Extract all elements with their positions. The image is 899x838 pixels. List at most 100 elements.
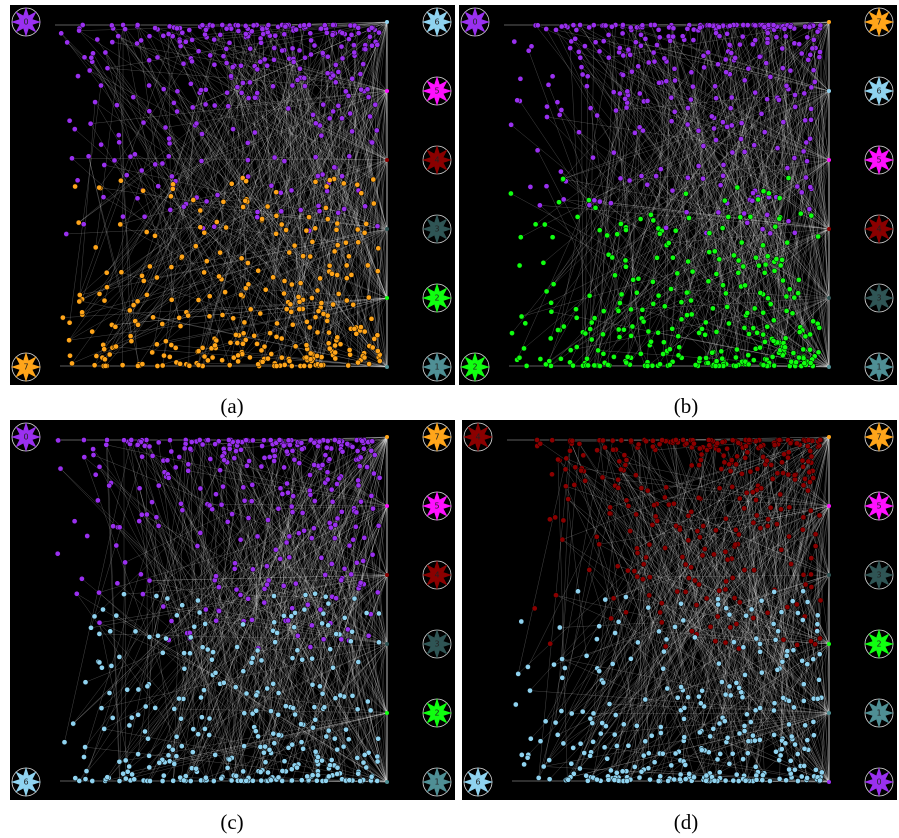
node-dot [622,257,629,264]
node-dot [618,466,624,473]
node-dot [692,577,698,584]
edge [650,24,739,261]
node-dot [717,182,724,189]
node-dot [521,761,527,768]
node-dot [696,462,702,468]
node-dot [80,221,87,228]
node-dot [591,197,598,204]
node-dot [595,347,601,354]
node-dot [736,730,743,737]
node-dot [738,120,745,126]
node-dot [518,618,525,625]
node-dot [196,609,203,616]
anchor-dot [385,296,389,300]
edge [528,50,646,366]
node-dot [702,319,709,326]
node-dot [154,54,161,61]
node-dot [176,454,183,460]
node-dot [743,443,749,450]
node-dot [775,628,781,635]
node-dot [623,104,630,111]
node-dot [805,458,812,465]
node-dot [690,26,697,33]
edge [573,24,830,230]
node-dot [170,777,177,784]
node-dot [628,655,634,662]
edge [535,28,795,225]
node-dot [814,612,821,619]
node-dot [272,546,279,553]
node-dot [620,22,626,28]
node-dot [596,541,602,548]
node-dot [658,619,665,626]
edge [91,57,210,317]
node-dot [528,43,535,50]
edge [590,108,621,304]
edge [789,90,830,367]
edge [672,159,830,191]
node-dot [259,26,266,33]
node-dot [155,632,161,639]
node-dot [668,118,675,125]
star-node: 2 [460,352,490,382]
node-dot [135,321,141,328]
star-node: 1 [422,767,452,797]
node-dot [255,733,261,740]
node-dot [778,546,785,553]
node-dot [635,441,642,448]
node-dot [576,129,582,136]
edge [714,86,830,368]
node-dot [741,149,748,155]
edge [715,24,734,367]
node-dot [767,74,774,80]
edge [115,21,388,327]
edge [666,61,710,253]
edge [240,65,362,194]
node-dot [289,741,296,748]
edge [226,92,285,294]
node-dot [736,685,742,691]
edge [754,90,830,146]
node-dot [524,754,531,761]
node-dot [732,541,739,548]
node-dot [234,340,241,346]
node-dot [246,458,252,464]
node-dot [806,24,813,31]
edge [176,28,367,225]
star [422,214,452,244]
node-dot [110,523,116,530]
node-dot [779,65,786,71]
node-dot [681,716,687,722]
edge [672,36,767,360]
node-dot [648,732,655,739]
node-dot [278,208,285,215]
edge [94,101,277,234]
node-dot [549,437,556,444]
edge [589,28,821,296]
node-dot [780,470,786,476]
edge [169,26,308,322]
node-dot [369,551,376,558]
anchor-dot [385,158,389,162]
edge [94,101,223,316]
node-dot [290,493,297,499]
node-dot [365,94,372,100]
node-dot [244,462,250,469]
node-dot [543,183,550,190]
node-dot [66,337,72,344]
node-dot [712,638,719,645]
node-dot [138,37,144,44]
node-dot [620,72,626,78]
node-dot [807,346,813,353]
edge [579,24,786,339]
panel-bg [459,5,897,385]
edge [118,36,301,284]
node-dot [778,746,785,752]
node-dot [516,354,523,361]
node-dot [358,86,364,93]
node-dot [580,452,587,459]
node-dot [739,33,746,40]
node-dot [174,108,180,115]
node-dot [788,358,795,365]
edge [118,36,131,337]
